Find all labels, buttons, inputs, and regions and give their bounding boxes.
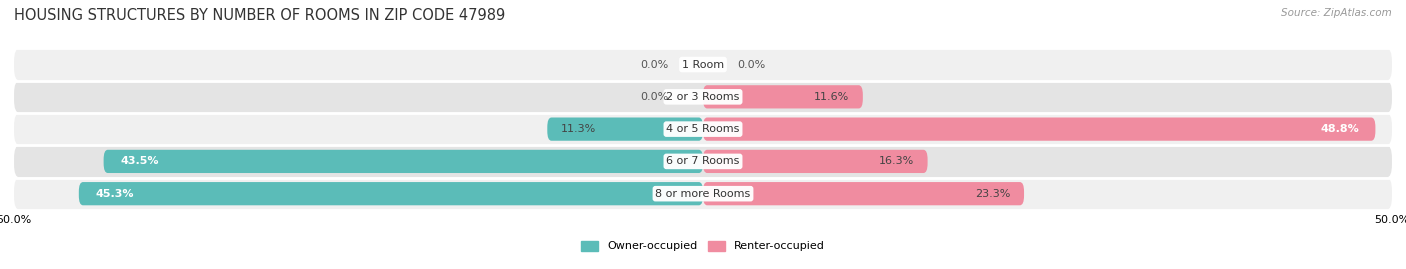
FancyBboxPatch shape bbox=[104, 150, 703, 173]
Text: 4 or 5 Rooms: 4 or 5 Rooms bbox=[666, 124, 740, 134]
FancyBboxPatch shape bbox=[703, 118, 1375, 141]
FancyBboxPatch shape bbox=[703, 85, 863, 108]
Text: 0.0%: 0.0% bbox=[640, 92, 669, 102]
Text: 11.6%: 11.6% bbox=[814, 92, 849, 102]
Text: 2 or 3 Rooms: 2 or 3 Rooms bbox=[666, 92, 740, 102]
FancyBboxPatch shape bbox=[14, 81, 1392, 113]
Text: 11.3%: 11.3% bbox=[561, 124, 596, 134]
Text: 43.5%: 43.5% bbox=[120, 156, 159, 167]
Text: 23.3%: 23.3% bbox=[974, 189, 1011, 199]
Text: 1 Room: 1 Room bbox=[682, 59, 724, 70]
FancyBboxPatch shape bbox=[703, 150, 928, 173]
Text: 0.0%: 0.0% bbox=[640, 59, 669, 70]
Text: 8 or more Rooms: 8 or more Rooms bbox=[655, 189, 751, 199]
FancyBboxPatch shape bbox=[14, 178, 1392, 210]
Text: 6 or 7 Rooms: 6 or 7 Rooms bbox=[666, 156, 740, 167]
Text: Source: ZipAtlas.com: Source: ZipAtlas.com bbox=[1281, 8, 1392, 18]
Text: 45.3%: 45.3% bbox=[96, 189, 134, 199]
Text: 16.3%: 16.3% bbox=[879, 156, 914, 167]
FancyBboxPatch shape bbox=[14, 113, 1392, 145]
Text: HOUSING STRUCTURES BY NUMBER OF ROOMS IN ZIP CODE 47989: HOUSING STRUCTURES BY NUMBER OF ROOMS IN… bbox=[14, 8, 505, 23]
FancyBboxPatch shape bbox=[703, 182, 1024, 205]
FancyBboxPatch shape bbox=[14, 145, 1392, 178]
Legend: Owner-occupied, Renter-occupied: Owner-occupied, Renter-occupied bbox=[576, 236, 830, 256]
FancyBboxPatch shape bbox=[547, 118, 703, 141]
FancyBboxPatch shape bbox=[79, 182, 703, 205]
Text: 0.0%: 0.0% bbox=[738, 59, 766, 70]
Text: 48.8%: 48.8% bbox=[1320, 124, 1358, 134]
FancyBboxPatch shape bbox=[14, 48, 1392, 81]
